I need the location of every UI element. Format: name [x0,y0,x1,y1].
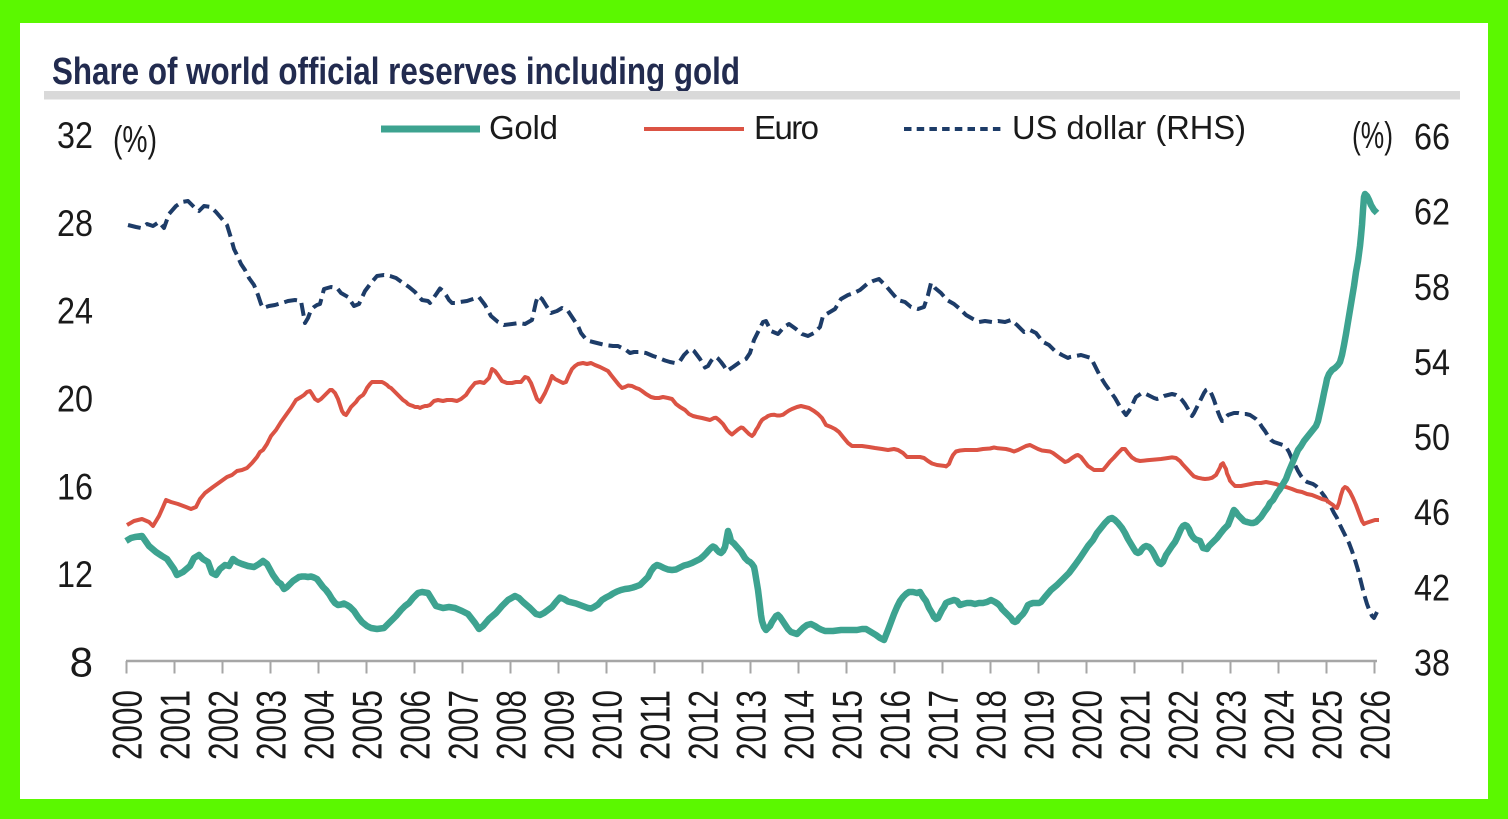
svg-text:2003: 2003 [248,690,295,760]
svg-text:58: 58 [1414,267,1450,308]
svg-text:2023: 2023 [1208,690,1255,760]
svg-text:2013: 2013 [728,690,775,760]
svg-text:38: 38 [1414,643,1450,684]
svg-text:2014: 2014 [776,690,823,760]
svg-text:2000: 2000 [104,690,151,760]
svg-text:42: 42 [1414,567,1450,608]
svg-text:24: 24 [57,291,93,332]
svg-text:2015: 2015 [824,690,871,760]
svg-text:2024: 2024 [1256,690,1303,760]
svg-text:46: 46 [1414,492,1450,533]
svg-text:50: 50 [1414,417,1450,458]
svg-text:2019: 2019 [1016,690,1063,760]
svg-text:2010: 2010 [584,690,631,760]
svg-text:32: 32 [57,115,93,156]
svg-text:Gold: Gold [489,109,558,146]
svg-text:66: 66 [1414,117,1450,158]
svg-text:2004: 2004 [296,690,343,760]
svg-text:2009: 2009 [536,690,583,760]
svg-text:2012: 2012 [680,690,727,760]
svg-text:2001: 2001 [152,690,199,760]
svg-text:2020: 2020 [1064,690,1111,760]
svg-text:2002: 2002 [200,690,247,760]
svg-text:2006: 2006 [392,690,439,760]
svg-text:54: 54 [1414,342,1450,383]
svg-text:20: 20 [57,379,93,420]
svg-text:16: 16 [57,466,93,507]
svg-text:2025: 2025 [1304,690,1351,760]
svg-text:2011: 2011 [632,690,679,760]
svg-text:2008: 2008 [488,690,535,760]
svg-text:(%): (%) [1352,115,1393,156]
svg-text:US dollar (RHS): US dollar (RHS) [1012,109,1246,146]
svg-text:2007: 2007 [440,690,487,760]
svg-text:2016: 2016 [872,690,919,760]
svg-text:Share of world official reserv: Share of world official reserves includi… [52,51,740,93]
svg-text:2022: 2022 [1160,690,1207,760]
svg-text:8: 8 [70,639,93,686]
svg-text:12: 12 [57,554,93,595]
svg-text:28: 28 [57,203,93,244]
svg-text:(%): (%) [113,119,157,160]
svg-text:2017: 2017 [920,690,967,760]
svg-text:2005: 2005 [344,690,391,760]
svg-text:Euro: Euro [754,109,819,146]
svg-text:2026: 2026 [1352,690,1399,760]
svg-text:2021: 2021 [1112,690,1159,760]
svg-text:62: 62 [1414,192,1450,233]
svg-text:2018: 2018 [968,690,1015,760]
